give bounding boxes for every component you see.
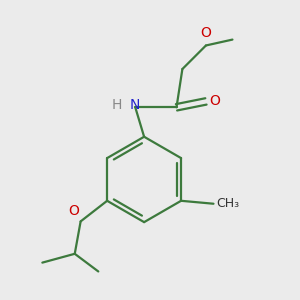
Text: CH₃: CH₃ [216,197,239,210]
Text: O: O [200,26,211,40]
Text: O: O [209,94,220,108]
Text: H: H [112,98,122,112]
Text: O: O [68,205,79,218]
Text: N: N [130,98,140,112]
